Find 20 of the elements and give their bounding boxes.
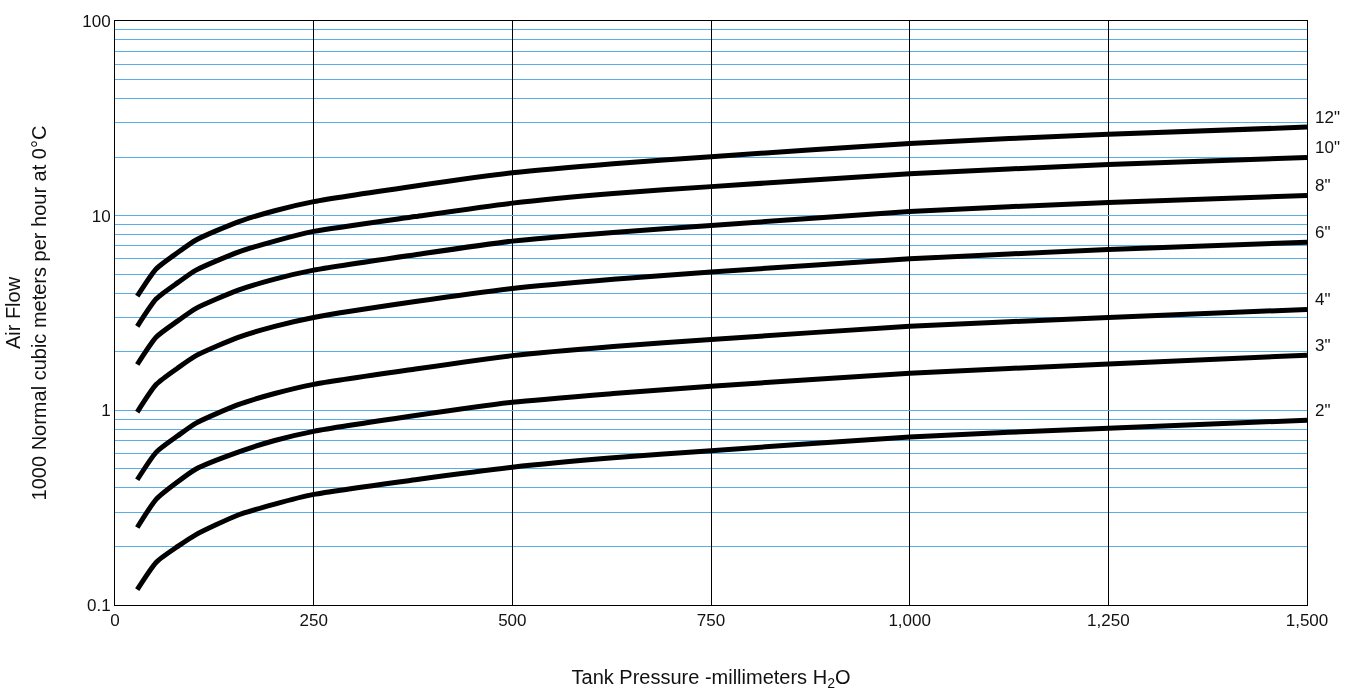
y-tick-label: 0.1 — [86, 595, 111, 615]
x-tick-label: 1,000 — [888, 611, 931, 631]
y-axis-title: Air Flow 1000 Normal cubic meters per hour at 0°C — [1, 125, 50, 501]
x-tick-label: 0 — [110, 611, 120, 631]
x-tick-label: 1,500 — [1285, 611, 1329, 631]
series-label: 3" — [1315, 336, 1331, 355]
x-tick-label: 1,250 — [1087, 611, 1130, 631]
y-tick-label: 100 — [82, 11, 111, 31]
x-tick-label: 500 — [498, 611, 527, 631]
x-tick-label: 250 — [299, 611, 328, 631]
x-axis-title: Tank Pressure -millimeters H$_{2}$O — [571, 665, 851, 692]
series-label: 8" — [1315, 176, 1331, 195]
series-label: 4" — [1315, 290, 1331, 309]
series-label: 6" — [1315, 223, 1331, 242]
series-label: 12" — [1315, 108, 1340, 127]
y-tick-label: 1 — [101, 401, 111, 421]
series-label: 2" — [1315, 401, 1331, 420]
x-tick-label: 750 — [696, 611, 726, 631]
series-label: 10" — [1315, 138, 1340, 157]
y-tick-label: 10 — [91, 206, 111, 226]
